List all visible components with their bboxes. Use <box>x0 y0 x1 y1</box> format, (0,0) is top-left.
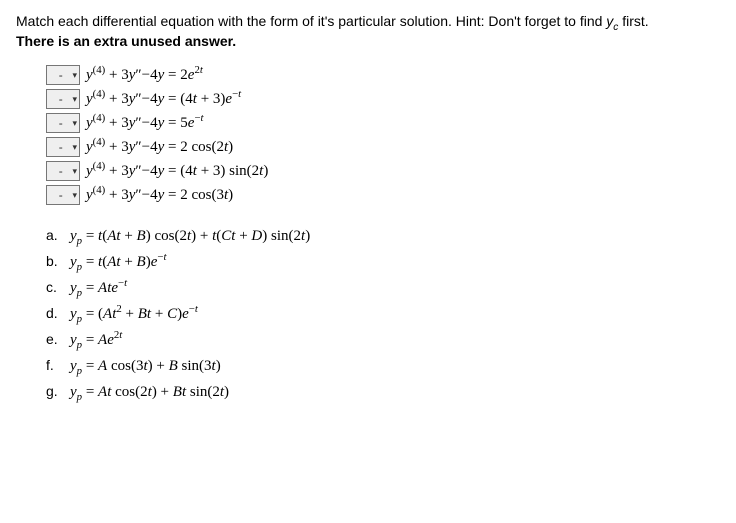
equation-math: y(4) + 3y″−4y = (4t + 3) sin(2t) <box>84 163 268 180</box>
chevron-down-icon: ▾ <box>72 166 77 177</box>
answer-row: g. yp = At cos(2t) + Bt sin(2t) <box>46 383 720 401</box>
answer-label: c. <box>46 279 62 295</box>
dropdown-value: - <box>49 68 72 82</box>
dropdown-value: - <box>49 188 72 202</box>
equation-row: -▾y(4) + 3y″−4y = 5e−t <box>46 113 720 133</box>
prompt-yc: yc <box>606 13 618 29</box>
equation-math: y(4) + 3y″−4y = 2 cos(2t) <box>84 139 233 156</box>
chevron-down-icon: ▾ <box>72 70 77 81</box>
answer-math: yp = A cos(3t) + B sin(3t) <box>68 358 221 375</box>
dropdown-value: - <box>49 140 72 154</box>
answer-math: yp = (At2 + Bt + C)e−t <box>68 306 198 323</box>
answer-math: yp = At cos(2t) + Bt sin(2t) <box>68 384 229 401</box>
answer-label: d. <box>46 305 62 321</box>
chevron-down-icon: ▾ <box>72 94 77 105</box>
prompt-part-b: first. <box>618 13 648 29</box>
answer-label: f. <box>46 357 62 373</box>
prompt-text: Match each differential equation with th… <box>16 12 720 51</box>
dropdown-value: - <box>49 164 72 178</box>
answer-math: yp = t(At + B)e−t <box>68 254 166 271</box>
answer-label: a. <box>46 227 62 243</box>
prompt-line2: There is an extra unused answer. <box>16 33 236 49</box>
answer-row: e. yp = Ae2t <box>46 331 720 349</box>
answer-label: e. <box>46 331 62 347</box>
answer-row: b. yp = t(At + B)e−t <box>46 253 720 271</box>
match-dropdown[interactable]: -▾ <box>46 65 80 85</box>
match-dropdown[interactable]: -▾ <box>46 89 80 109</box>
equation-math: y(4) + 3y″−4y = 5e−t <box>84 115 204 132</box>
equation-row: -▾y(4) + 3y″−4y = (4t + 3)e−t <box>46 89 720 109</box>
equation-math: y(4) + 3y″−4y = 2 cos(3t) <box>84 187 233 204</box>
answer-row: a. yp = t(At + B) cos(2t) + t(Ct + D) sin… <box>46 227 720 245</box>
chevron-down-icon: ▾ <box>72 142 77 153</box>
answer-label: b. <box>46 253 62 269</box>
equation-row: -▾y(4) + 3y″−4y = (4t + 3) sin(2t) <box>46 161 720 181</box>
match-dropdown[interactable]: -▾ <box>46 137 80 157</box>
answer-row: f. yp = A cos(3t) + B sin(3t) <box>46 357 720 375</box>
answer-math: yp = Ate−t <box>68 280 127 297</box>
prompt-part-a: Match each differential equation with th… <box>16 13 606 29</box>
answer-row: d. yp = (At2 + Bt + C)e−t <box>46 305 720 323</box>
answer-list: a. yp = t(At + B) cos(2t) + t(Ct + D) sin… <box>46 227 720 401</box>
equation-math: y(4) + 3y″−4y = 2e2t <box>84 67 203 84</box>
answer-label: g. <box>46 383 62 399</box>
dropdown-value: - <box>49 92 72 106</box>
equation-row: -▾y(4) + 3y″−4y = 2 cos(2t) <box>46 137 720 157</box>
answer-math: yp = t(At + B) cos(2t) + t(Ct + D) sin(2… <box>68 228 310 245</box>
chevron-down-icon: ▾ <box>72 190 77 201</box>
equation-row: -▾y(4) + 3y″−4y = 2 cos(3t) <box>46 185 720 205</box>
dropdown-value: - <box>49 116 72 130</box>
chevron-down-icon: ▾ <box>72 118 77 129</box>
match-dropdown[interactable]: -▾ <box>46 161 80 181</box>
equation-math: y(4) + 3y″−4y = (4t + 3)e−t <box>84 91 241 108</box>
answer-row: c. yp = Ate−t <box>46 279 720 297</box>
answer-math: yp = Ae2t <box>68 332 122 349</box>
equation-row: -▾y(4) + 3y″−4y = 2e2t <box>46 65 720 85</box>
match-dropdown[interactable]: -▾ <box>46 185 80 205</box>
equation-list: -▾y(4) + 3y″−4y = 2e2t-▾y(4) + 3y″−4y = … <box>46 65 720 205</box>
match-dropdown[interactable]: -▾ <box>46 113 80 133</box>
